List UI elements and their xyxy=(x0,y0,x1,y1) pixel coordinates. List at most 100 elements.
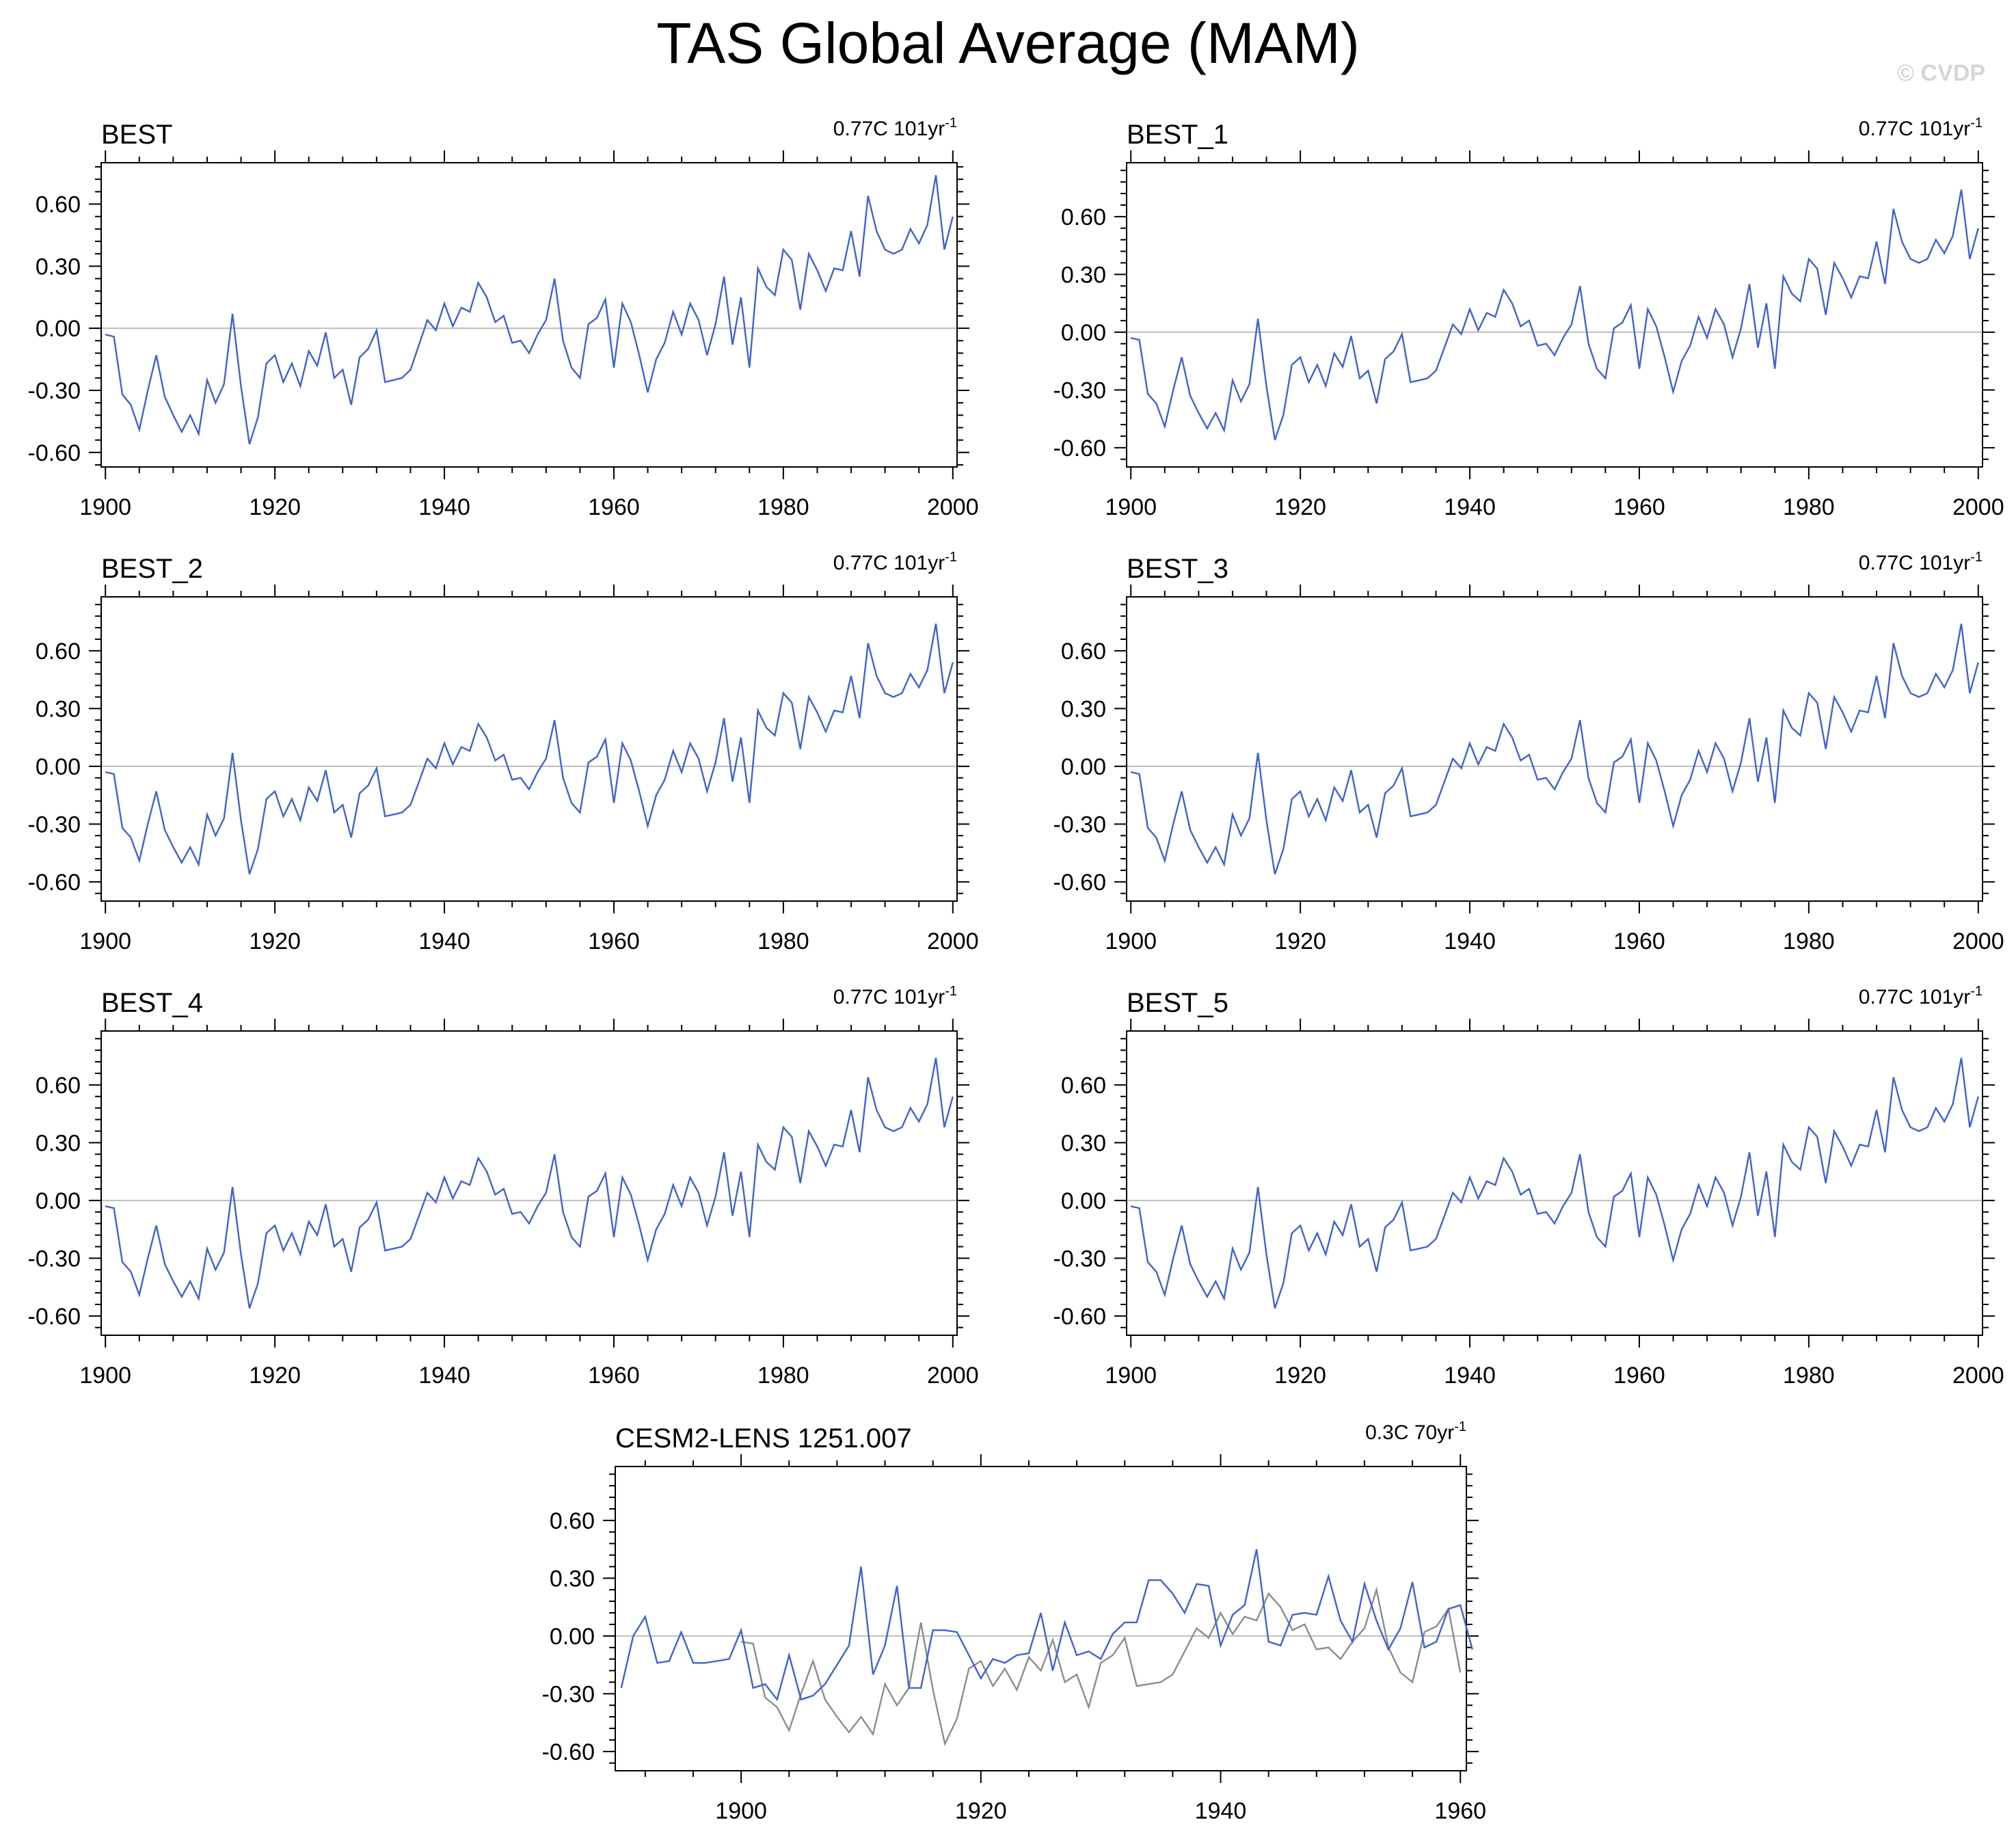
panel-best-3: BEST_3 0.77C 101yr-1 1900 1920 1940 1960 1980 2… xyxy=(1053,550,2004,954)
series-line xyxy=(1130,624,1979,874)
y-tick-label: 0.30 xyxy=(1061,262,1106,288)
panel-title: BEST_4 xyxy=(101,988,203,1018)
y-tick-label: -0.30 xyxy=(1053,812,1107,838)
x-tick-label: 2000 xyxy=(927,928,979,954)
series-line xyxy=(620,1549,1473,1702)
x-tick-label: 2000 xyxy=(927,494,979,520)
x-tick-label: 1980 xyxy=(1783,494,1835,520)
x-tick-label: 1900 xyxy=(79,928,131,954)
panel-title: BEST_3 xyxy=(1127,554,1228,584)
x-tick-label: 1900 xyxy=(1105,494,1157,520)
panel-best-1: BEST_1 0.77C 101yr-1 1900 1920 1940 1960 1980 2… xyxy=(1053,116,2004,520)
y-tick-label: 0.60 xyxy=(36,639,81,665)
y-tick-label: 0.00 xyxy=(550,1624,595,1650)
panel-title: BEST_1 xyxy=(1127,120,1228,150)
y-tick-label: 0.00 xyxy=(1061,1188,1106,1214)
x-tick-label: 1920 xyxy=(955,1798,1007,1824)
y-tick-label: -0.30 xyxy=(1053,1246,1107,1272)
x-tick-label: 1900 xyxy=(79,494,131,520)
x-tick-label: 1960 xyxy=(1613,928,1665,954)
x-tick-label: 1940 xyxy=(1444,494,1496,520)
plot-frame xyxy=(100,1030,958,1336)
x-tick-label: 1960 xyxy=(1613,1363,1665,1389)
x-tick-label: 2000 xyxy=(927,1363,979,1389)
y-tick-label: 0.60 xyxy=(36,192,81,218)
x-tick-label: 1940 xyxy=(1444,1363,1496,1389)
x-tick-label: 1980 xyxy=(1783,1363,1835,1389)
panel-best: BEST 0.77C 101yr-1 1900 1920 1940 1960 1980 200… xyxy=(28,116,979,520)
panel-cesm2: CESM2-LENS 1251.007 0.3C 70yr-1 1900 1920 19… xyxy=(542,1419,1487,1824)
y-tick-label: -0.30 xyxy=(28,812,81,838)
x-tick-label: 1960 xyxy=(588,928,640,954)
y-tick-label: 0.00 xyxy=(36,316,81,342)
x-tick-label: 1920 xyxy=(249,1363,301,1389)
x-tick-label: 1960 xyxy=(1613,494,1665,520)
x-tick-label: 1940 xyxy=(418,494,470,520)
x-tick-label: 1980 xyxy=(1783,928,1835,954)
panel-title: BEST_5 xyxy=(1127,988,1228,1018)
trend-label: 0.77C 101yr-1 xyxy=(833,116,957,140)
y-tick-label: -0.60 xyxy=(1053,436,1107,461)
y-tick-label: 0.60 xyxy=(36,1073,81,1099)
x-tick-label: 1900 xyxy=(715,1798,767,1824)
x-tick-label: 1920 xyxy=(1274,494,1326,520)
series-line xyxy=(105,1058,954,1309)
panel-best-4: BEST_4 0.77C 101yr-1 1900 1920 1940 1960 1980 2… xyxy=(28,984,979,1389)
y-tick-label: -0.60 xyxy=(28,870,81,896)
x-tick-label: 1980 xyxy=(757,928,809,954)
y-tick-label: 0.30 xyxy=(36,696,81,722)
y-tick-label: 0.30 xyxy=(1061,1130,1106,1156)
y-tick-label: -0.60 xyxy=(1053,1304,1107,1330)
plot-frame xyxy=(1126,1030,1983,1336)
y-tick-label: -0.30 xyxy=(28,378,81,404)
trend-label: 0.77C 101yr-1 xyxy=(833,550,957,574)
y-tick-label: 0.60 xyxy=(1061,639,1106,665)
y-tick-label: 0.00 xyxy=(1061,754,1106,780)
y-tick-label: 0.30 xyxy=(1061,696,1106,722)
y-tick-label: -0.60 xyxy=(28,1304,81,1330)
trend-label: 0.77C 101yr-1 xyxy=(1859,116,1983,140)
x-tick-label: 1980 xyxy=(757,494,809,520)
trend-label: 0.3C 70yr-1 xyxy=(1365,1419,1466,1444)
series-line xyxy=(1130,1058,1979,1309)
panel-title: CESM2-LENS 1251.007 xyxy=(615,1423,912,1454)
panel-best-2: BEST_2 0.77C 101yr-1 1900 1920 1940 1960 1980 2… xyxy=(28,550,979,954)
plot-frame xyxy=(100,596,958,902)
x-tick-label: 1940 xyxy=(1195,1798,1247,1824)
y-tick-label: -0.30 xyxy=(28,1246,81,1272)
y-tick-label: 0.30 xyxy=(550,1566,595,1592)
series-line xyxy=(105,624,954,874)
plot-frame xyxy=(615,1466,1467,1771)
y-tick-label: 0.00 xyxy=(1061,320,1106,346)
series-line-reference xyxy=(740,1586,1462,1747)
panel-title: BEST xyxy=(101,120,172,150)
trend-label: 0.77C 101yr-1 xyxy=(1859,984,1983,1008)
x-tick-label: 1920 xyxy=(249,928,301,954)
y-tick-label: 0.60 xyxy=(550,1508,595,1534)
x-tick-label: 1940 xyxy=(418,928,470,954)
panel-best-5: BEST_5 0.77C 101yr-1 1900 1920 1940 1960 1980 2… xyxy=(1053,984,2004,1389)
x-tick-label: 2000 xyxy=(1952,928,2004,954)
y-tick-label: 0.00 xyxy=(36,1188,81,1214)
plot-frame xyxy=(1126,596,1983,902)
x-tick-label: 1920 xyxy=(1274,928,1326,954)
x-tick-label: 2000 xyxy=(1952,1363,2004,1389)
x-tick-label: 1960 xyxy=(588,494,640,520)
series-line xyxy=(1130,189,1979,440)
cvdp-watermark: © CVDP xyxy=(1897,60,1985,86)
x-tick-label: 1980 xyxy=(757,1363,809,1389)
y-tick-label: 0.30 xyxy=(36,1130,81,1156)
trend-label: 0.77C 101yr-1 xyxy=(833,984,957,1008)
x-tick-label: 1900 xyxy=(1105,928,1157,954)
y-tick-label: -0.60 xyxy=(1053,870,1107,896)
figure-title: TAS Global Average (MAM) xyxy=(656,11,1360,75)
series-line xyxy=(105,174,954,445)
x-tick-label: 1960 xyxy=(588,1363,640,1389)
y-tick-label: 0.00 xyxy=(36,754,81,780)
x-tick-label: 1900 xyxy=(79,1363,131,1389)
y-tick-label: 0.30 xyxy=(36,254,81,280)
y-tick-label: -0.30 xyxy=(1053,377,1107,403)
x-tick-label: 1920 xyxy=(1274,1363,1326,1389)
y-tick-label: -0.60 xyxy=(542,1739,595,1765)
